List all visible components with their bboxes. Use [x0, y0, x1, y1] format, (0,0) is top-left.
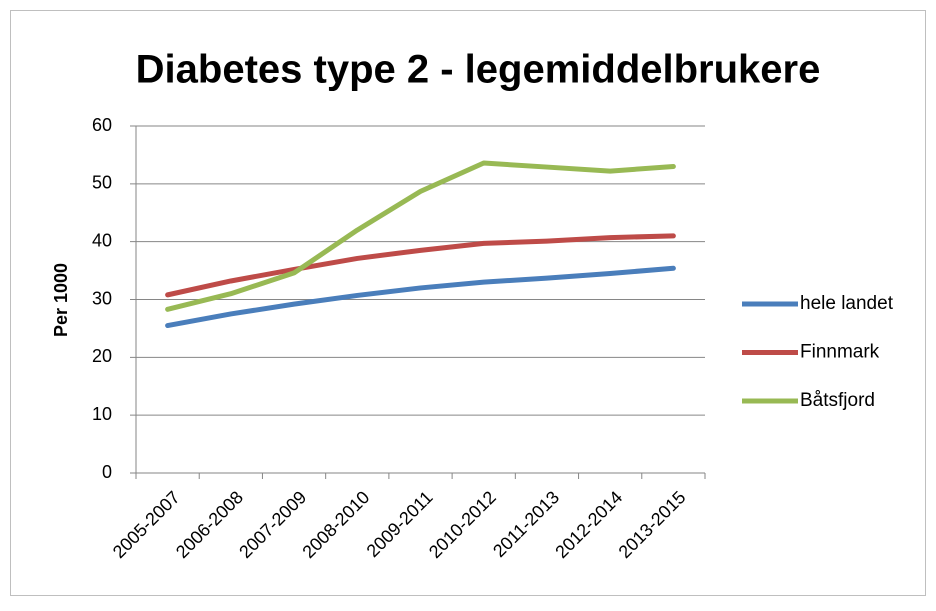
y-tick-label: 30 — [92, 288, 112, 308]
series-line — [165, 233, 676, 298]
y-axis-label: Per 1000 — [51, 263, 71, 337]
series-line — [165, 265, 676, 329]
y-tick-label: 10 — [92, 404, 112, 424]
y-tick-label: 40 — [92, 230, 112, 250]
series-line — [165, 160, 676, 312]
legend-label: hele landet — [800, 293, 894, 314]
chart-title: Diabetes type 2 - legemiddelbrukere — [136, 48, 821, 92]
y-tick-label: 0 — [102, 462, 112, 482]
legend-label: Båtsfjord — [800, 390, 875, 411]
legend-label: Finnmark — [800, 342, 880, 363]
y-tick-label: 60 — [92, 115, 112, 135]
y-tick-label: 20 — [92, 346, 112, 366]
y-tick-label: 50 — [92, 173, 112, 193]
